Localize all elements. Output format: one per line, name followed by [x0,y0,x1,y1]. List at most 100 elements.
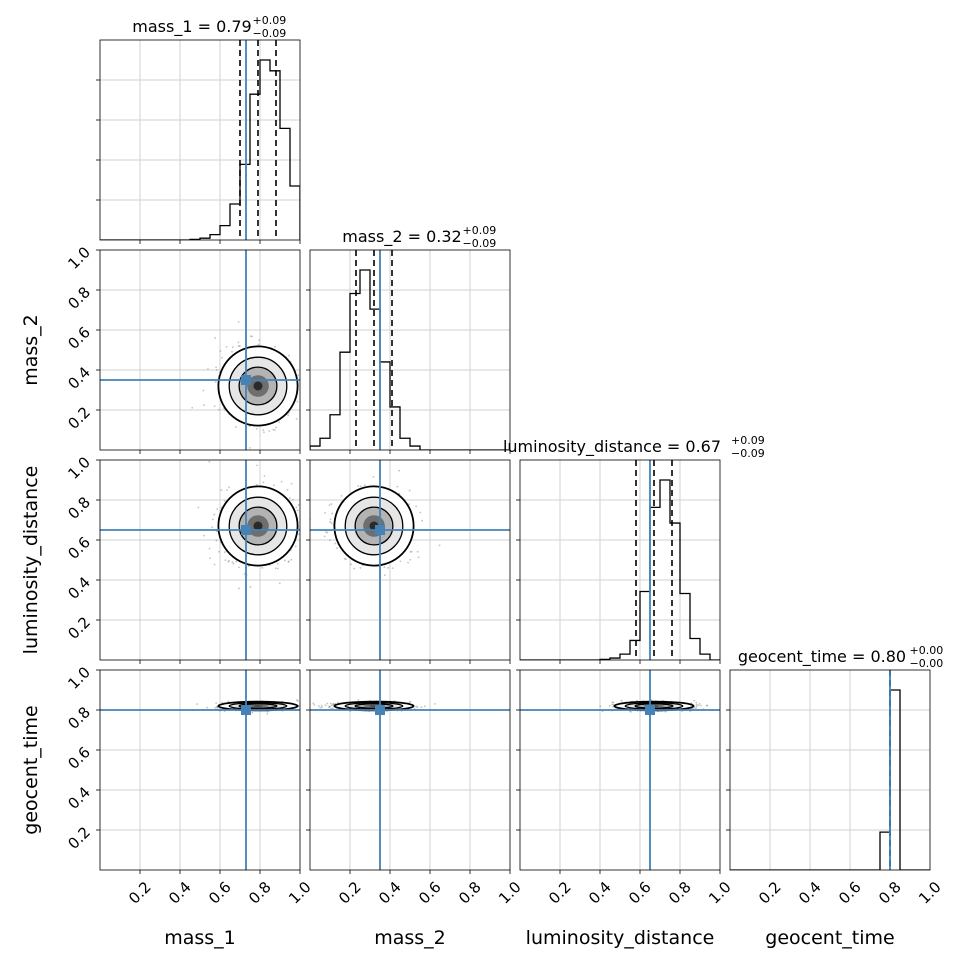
x-tick-label: 1.0 [495,878,525,908]
title-mass_1: mass_1 = 0.79 [132,17,251,37]
sample-point [203,404,206,407]
sample-point [330,503,333,505]
sample-point [599,705,602,708]
sample-point [219,350,222,352]
sample-point [249,335,252,338]
title-mass_2: mass_2 = 0.32 [342,227,461,247]
sample-point [258,339,261,342]
histogram-panel-mass_2: mass_2 = 0.32 +0.09−0.09 [306,224,511,451]
sample-point [274,345,276,348]
sample-point [302,552,304,554]
sample-point [288,354,290,357]
sample-point [396,485,399,488]
y-axis-label-luminosity_distance: luminosity_distance [20,466,42,655]
y-tick-label: 0.2 [64,613,94,643]
sample-point [231,350,233,353]
sample-point [295,418,298,420]
sample-point [325,531,327,533]
x-tick-label: 0.6 [835,878,865,908]
sample-point [308,703,310,705]
sample-point [216,705,218,708]
sample-point [213,513,216,516]
axes-frame [99,669,301,871]
sample-point [224,559,227,562]
sample-point [321,706,323,709]
x-tick-label: 0.4 [375,878,405,908]
sample-point [691,707,694,710]
y-tick-label: 1.0 [64,243,94,273]
histogram-step-geocent_time [730,689,930,870]
sample-point [328,706,331,709]
y-tick-label: 0.4 [64,573,94,603]
sample-point [278,421,280,424]
sample-point [332,703,334,706]
sample-point [251,335,254,338]
sample-point [359,567,362,569]
histogram-step-mass_1 [100,59,300,240]
sample-point [295,699,298,701]
y-tick-label: 0.8 [64,493,94,523]
sample-point [650,698,653,701]
sample-point [326,702,329,705]
sample-point [203,534,205,537]
sample-point [276,567,279,570]
sample-point [664,710,667,713]
sample-point [227,700,230,703]
sample-point [290,482,293,485]
axes-frame [729,669,931,871]
sample-point [298,533,300,536]
sample-point [330,707,333,710]
sample-point [407,561,409,564]
sample-point [326,531,329,534]
sample-point [275,426,277,429]
sample-point [191,406,194,409]
sample-point [697,704,700,707]
sample-point [699,704,702,707]
x-tick-label: 0.2 [335,878,365,908]
sample-point [278,582,281,585]
sample-point [284,559,286,562]
histogram-step-mass_2 [310,269,510,450]
sample-point [328,504,331,507]
sample-point [274,567,277,570]
axes-frame [309,669,511,871]
x-tick-label: 1.0 [705,878,735,908]
x-tick-label: 0.8 [665,878,695,908]
sample-point [197,506,200,509]
sample-point [280,480,283,483]
axes-frame [519,459,721,661]
sample-point [409,550,412,553]
x-axis-label-geocent_time: geocent_time [765,927,894,949]
sample-point [301,521,303,523]
sample-point [235,560,238,563]
x-tick-label: 0.2 [125,878,155,908]
sample-point [363,484,366,487]
truth-marker [241,705,251,715]
sample-point [409,558,412,561]
sample-point [398,469,401,472]
scatter-panel-mass_1-vs-mass_2 [96,249,301,454]
y-tick-label: 0.4 [64,783,94,813]
sample-point [313,703,316,706]
sample-point [383,574,386,577]
sample-point [268,430,271,433]
sample-point [317,705,320,707]
sample-point [415,505,418,508]
sample-point [421,519,424,522]
sample-point [209,557,211,560]
sample-point [399,560,402,563]
sample-point [216,369,218,371]
y-tick-label: 0.6 [64,533,94,563]
sample-point [357,485,360,488]
truth-marker [375,525,385,535]
sample-point [262,429,265,432]
sample-point [302,706,304,708]
sample-point [218,550,220,553]
sample-point [319,706,322,709]
sample-point [225,345,228,348]
sample-point [214,706,217,709]
sample-point [324,704,327,707]
sample-point [324,512,327,514]
sample-point [224,551,226,553]
sample-point [273,484,275,487]
